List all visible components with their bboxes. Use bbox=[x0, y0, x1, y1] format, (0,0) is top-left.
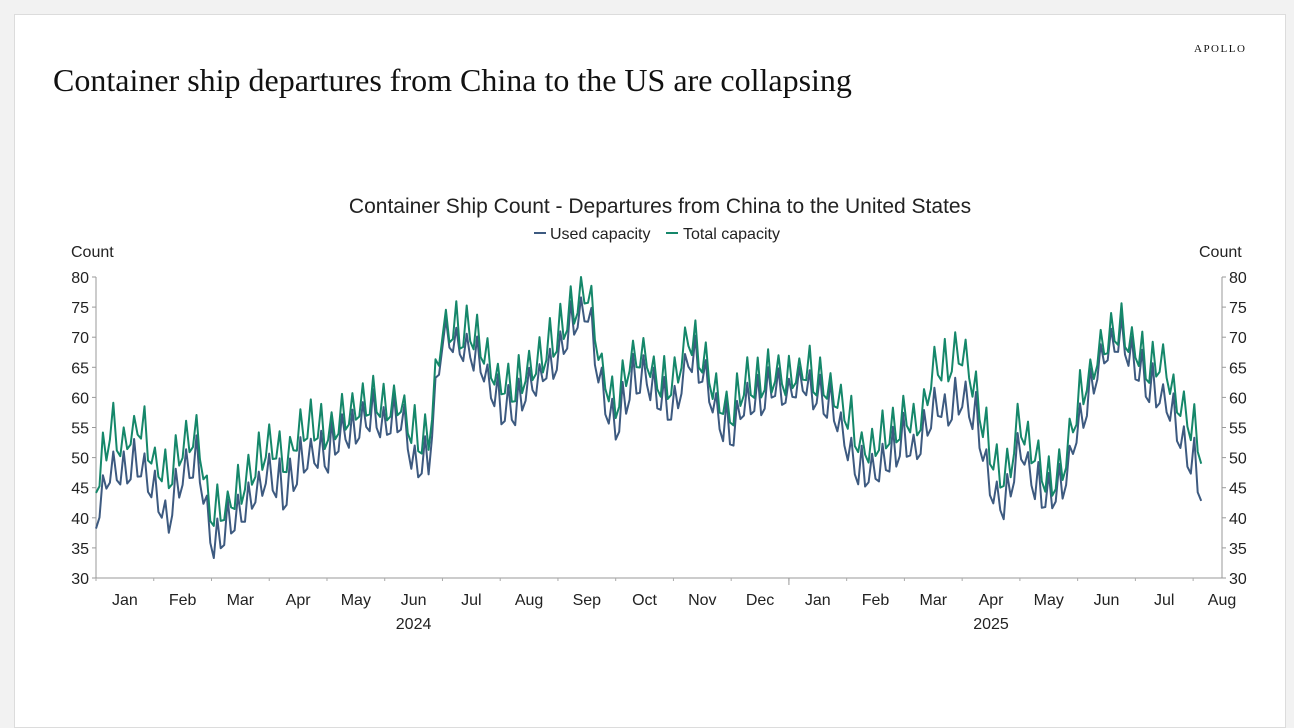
y-tick-label-right: 30 bbox=[1229, 571, 1247, 588]
y-axis-label-right: Count bbox=[1199, 244, 1242, 261]
y-tick-label-right: 75 bbox=[1229, 300, 1247, 317]
y-tick-label-left: 45 bbox=[71, 481, 89, 498]
series-line-used-capacity bbox=[95, 296, 1203, 559]
x-tick-label: Sep bbox=[573, 592, 602, 609]
x-tick-label: Jun bbox=[401, 592, 427, 609]
y-tick-label-left: 40 bbox=[71, 511, 89, 528]
series-line-total-capacity bbox=[95, 276, 1203, 527]
y-tick-label-left: 80 bbox=[71, 270, 89, 287]
y-tick-label-right: 50 bbox=[1229, 451, 1247, 468]
y-tick-label-right: 45 bbox=[1229, 481, 1247, 498]
x-tick-label: Jul bbox=[461, 592, 481, 609]
y-tick-label-right: 65 bbox=[1229, 360, 1247, 377]
y-tick-label-left: 70 bbox=[71, 330, 89, 347]
y-tick-label-right: 60 bbox=[1229, 390, 1247, 407]
legend: Used capacity Total capacity bbox=[534, 226, 780, 243]
year-label: 2024 bbox=[396, 616, 432, 633]
x-tick-label: Mar bbox=[227, 592, 255, 609]
y-tick-label-left: 35 bbox=[71, 541, 89, 558]
legend-label-used: Used capacity bbox=[550, 226, 651, 243]
y-tick-label-left: 60 bbox=[71, 390, 89, 407]
x-tick-label: Jan bbox=[112, 592, 138, 609]
page-headline: Container ship departures from China to … bbox=[53, 62, 852, 98]
x-tick-label: Nov bbox=[688, 592, 716, 609]
x-tick-label: May bbox=[1034, 592, 1064, 609]
y-tick-label-right: 80 bbox=[1229, 270, 1247, 287]
chart-title: Container Ship Count - Departures from C… bbox=[349, 195, 971, 218]
x-tick-label: Mar bbox=[920, 592, 948, 609]
y-axis-label-left: Count bbox=[71, 244, 114, 261]
x-tick-label: Jan bbox=[805, 592, 831, 609]
y-tick-label-left: 75 bbox=[71, 300, 89, 317]
legend-label-total: Total capacity bbox=[683, 226, 780, 243]
y-tick-label-right: 35 bbox=[1229, 541, 1247, 558]
x-tick-label: Feb bbox=[862, 592, 890, 609]
brand-logo: APOLLO bbox=[1194, 43, 1247, 55]
y-tick-label-left: 50 bbox=[71, 451, 89, 468]
x-tick-label: Aug bbox=[515, 592, 543, 609]
x-tick-label: Apr bbox=[286, 592, 312, 609]
y-tick-label-right: 55 bbox=[1229, 421, 1247, 438]
x-tick-label: Dec bbox=[746, 592, 774, 609]
x-tick-label: Feb bbox=[169, 592, 197, 609]
y-tick-label-left: 55 bbox=[71, 421, 89, 438]
y-tick-label-right: 70 bbox=[1229, 330, 1247, 347]
chart-card bbox=[14, 14, 1286, 728]
y-axis-right: 30 35 40 45 50 55 60 65 70 75 80 bbox=[1221, 270, 1247, 588]
x-tick-label: Jun bbox=[1094, 592, 1120, 609]
y-tick-label-right: 40 bbox=[1229, 511, 1247, 528]
y-tick-label-left: 30 bbox=[71, 571, 89, 588]
x-tick-label: Jul bbox=[1154, 592, 1174, 609]
x-tick-label: May bbox=[341, 592, 371, 609]
y-tick-label-left: 65 bbox=[71, 360, 89, 377]
x-tick-label: Aug bbox=[1208, 592, 1236, 609]
y-axis-left: 30 35 40 45 50 55 60 65 70 75 80 bbox=[71, 270, 97, 588]
x-tick-label: Oct bbox=[632, 592, 657, 609]
x-axis: Jan Feb Mar Apr May Jun Jul Aug Sep Oct Nov Dec Jan F… bbox=[95, 577, 1236, 633]
year-label: 2025 bbox=[973, 616, 1009, 633]
series-layer bbox=[95, 276, 1203, 559]
x-tick-label: Apr bbox=[979, 592, 1005, 609]
